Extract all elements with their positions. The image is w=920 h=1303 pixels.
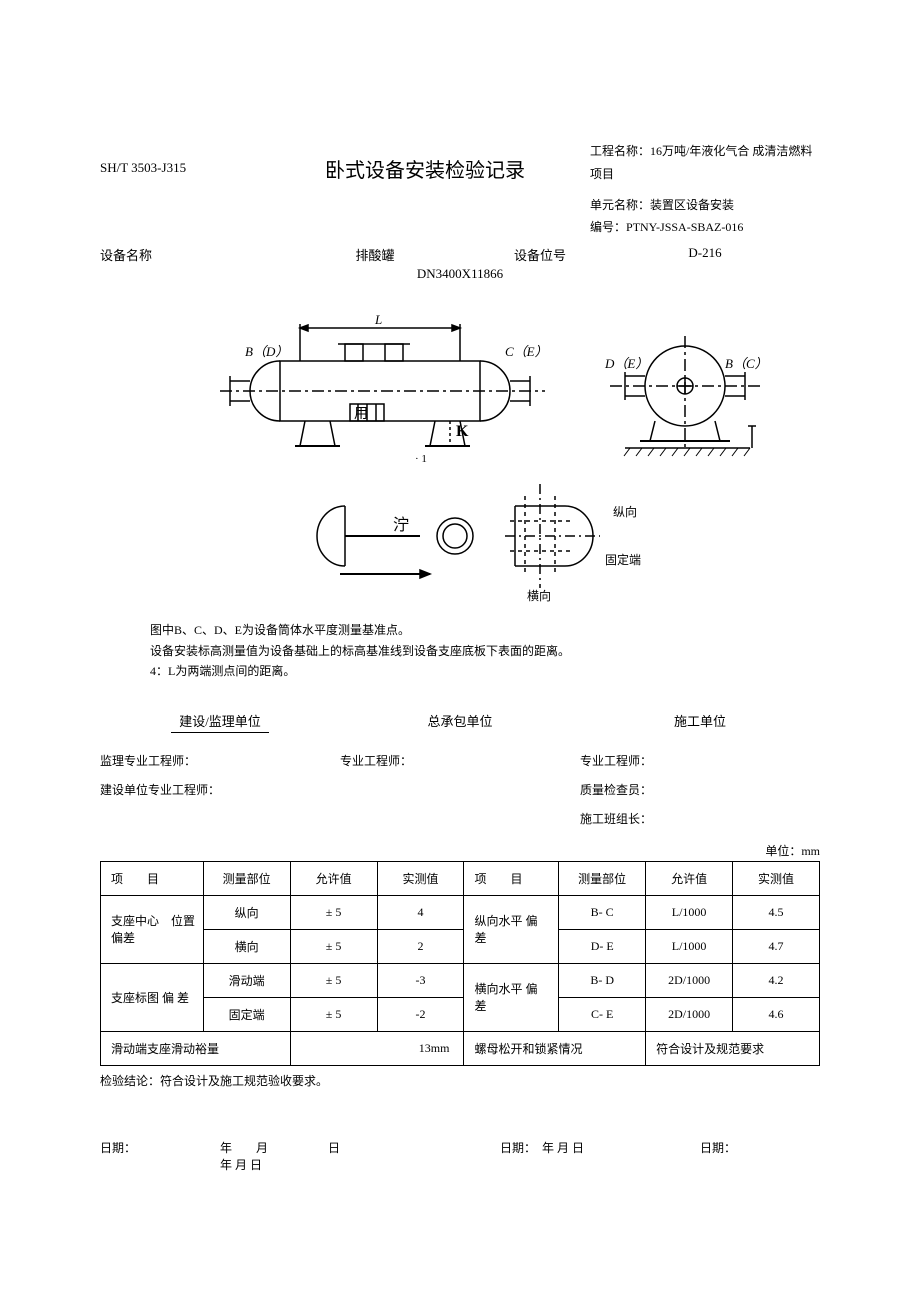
project-meta: 工程名称：16万吨/年液化气合 成清洁燃料项目 单元名称：装置区设备安装 编号：… bbox=[590, 140, 820, 239]
signature-rows: 监理专业工程师： 建设单位专业工程师： 专业工程师： 专业工程师： 质量检查员：… bbox=[100, 747, 820, 833]
diagram-notes: 图中B、C、D、E为设备筒体水平度测量基准点。 设备安装标高测量值为设备基础上的… bbox=[150, 620, 820, 681]
r2-v1: -3 bbox=[377, 963, 464, 997]
r5-val1: 13mm bbox=[290, 1031, 464, 1065]
th-item1: 项 目 bbox=[101, 861, 204, 895]
diagram-label-yong: 用 bbox=[354, 407, 368, 422]
r3-a1: L/1000 bbox=[646, 895, 733, 929]
r3-v1: 4.5 bbox=[733, 895, 820, 929]
date3-label: 日期： bbox=[700, 1139, 736, 1173]
vessel-side-diagram: B（D） C（E） L 用 K · 1 bbox=[150, 306, 770, 476]
sig-c1r1: 监理专业工程师： bbox=[100, 747, 340, 776]
th-allow1: 允许值 bbox=[290, 861, 377, 895]
svg-text:K: K bbox=[456, 423, 469, 440]
date3b-value: 年 月 日 bbox=[220, 1156, 500, 1173]
date1-label: 日期： bbox=[100, 1139, 220, 1173]
svg-text:· 1: · 1 bbox=[415, 453, 427, 465]
r2-p2: 固定端 bbox=[203, 997, 290, 1031]
sig-col2-title: 总承包单位 bbox=[340, 711, 580, 733]
th-actual1: 实测值 bbox=[377, 861, 464, 895]
r2-a2: ± 5 bbox=[290, 997, 377, 1031]
serial-no: PTNY-JSSA-SBAZ-016 bbox=[626, 220, 743, 234]
diagram-label-d2: D（E） bbox=[604, 356, 648, 371]
note-2: 设备安装标高测量值为设备基础上的标高基准线到设备支座底板下表面的距离。 bbox=[150, 641, 820, 661]
r1-p1: 纵向 bbox=[203, 895, 290, 929]
sig-c2r1: 专业工程师： bbox=[340, 747, 580, 776]
r2-p1: 滑动端 bbox=[203, 963, 290, 997]
unit-label: 单位：mm bbox=[100, 842, 820, 859]
r2-item: 支座标图 偏 差 bbox=[101, 963, 204, 1031]
sig-col3-title: 施工单位 bbox=[580, 711, 820, 733]
r4-p2: C- E bbox=[559, 997, 646, 1031]
vessel-plan-diagram: 泞 纵向 固定端 横向 bbox=[245, 476, 675, 606]
diagram-label-zong: 纵向 bbox=[613, 504, 637, 519]
page-title: 卧式设备安装检验记录 bbox=[260, 140, 590, 183]
equip-tag-label: 设备位号 bbox=[490, 245, 590, 264]
r4-v1: 4.2 bbox=[733, 963, 820, 997]
diagram-label-ning: 泞 bbox=[393, 516, 409, 534]
signature-header: 建设/监理单位 总承包单位 施工单位 bbox=[100, 711, 820, 733]
r1-v2: 2 bbox=[377, 929, 464, 963]
equip-name-label: 设备名称 bbox=[100, 245, 260, 264]
r1-v1: 4 bbox=[377, 895, 464, 929]
r4-item: 横向水平 偏 差 bbox=[464, 963, 559, 1031]
diagram-label-b: B（D） bbox=[245, 344, 288, 359]
r5-label1: 滑动端支座滑动裕量 bbox=[101, 1031, 291, 1065]
r4-p1: B- D bbox=[559, 963, 646, 997]
diagram-label-gu: 固定端 bbox=[605, 552, 641, 567]
r4-a2: 2D/1000 bbox=[646, 997, 733, 1031]
r1-a1: ± 5 bbox=[290, 895, 377, 929]
equip-name-value: 排酸罐 bbox=[260, 245, 490, 264]
serial-label: 编号： bbox=[590, 220, 626, 234]
th-part2: 测量部位 bbox=[559, 861, 646, 895]
sig-c3r2: 质量检查员： bbox=[580, 776, 820, 805]
th-part1: 测量部位 bbox=[203, 861, 290, 895]
date-row: 日期： 年 月 日 年 月 日 日期： 年 月 日 日期： bbox=[100, 1139, 820, 1173]
conclusion: 检验结论：符合设计及施工规范验收要求。 bbox=[100, 1072, 820, 1089]
equip-spec: DN3400X11866 bbox=[100, 266, 820, 282]
sig-c1r2: 建设单位专业工程师： bbox=[100, 776, 340, 805]
r1-a2: ± 5 bbox=[290, 929, 377, 963]
unit-name: 装置区设备安装 bbox=[650, 198, 734, 212]
measurement-table: 项 目 测量部位 允许值 实测值 项 目 测量部位 允许值 实测值 支座中心 位… bbox=[100, 861, 820, 1066]
r4-v2: 4.6 bbox=[733, 997, 820, 1031]
r3-v2: 4.7 bbox=[733, 929, 820, 963]
diagram-area: B（D） C（E） L 用 K · 1 bbox=[100, 306, 820, 606]
diagram-label-c: C（E） bbox=[505, 344, 548, 359]
r1-item: 支座中心 位置偏差 bbox=[101, 895, 204, 963]
note-1: 图中B、C、D、E为设备筒体水平度测量基准点。 bbox=[150, 620, 820, 640]
r2-a1: ± 5 bbox=[290, 963, 377, 997]
diagram-label-l: L bbox=[374, 312, 382, 327]
sig-col1-title: 建设/监理单位 bbox=[171, 711, 269, 733]
equipment-info: 设备名称 排酸罐 设备位号 D-216 bbox=[100, 245, 820, 264]
r3-item: 纵向水平 偏 差 bbox=[464, 895, 559, 963]
r3-p1: B- C bbox=[559, 895, 646, 929]
date1-value: 年 月 日 bbox=[220, 1139, 500, 1156]
sig-c3r1: 专业工程师： bbox=[580, 747, 820, 776]
r5-val2: 符合设计及规范要求 bbox=[646, 1031, 820, 1065]
date2: 日期： 年 月 日 bbox=[500, 1139, 700, 1173]
doc-code: SH/T 3503-J315 bbox=[100, 140, 260, 176]
r3-p2: D- E bbox=[559, 929, 646, 963]
project-label: 工程名称： bbox=[590, 144, 650, 158]
r4-a1: 2D/1000 bbox=[646, 963, 733, 997]
note-3: 4：L为两端测点间的距离。 bbox=[150, 661, 820, 681]
th-allow2: 允许值 bbox=[646, 861, 733, 895]
r2-v2: -2 bbox=[377, 997, 464, 1031]
diagram-label-b2: B（C） bbox=[725, 356, 768, 371]
diagram-label-heng: 横向 bbox=[527, 588, 551, 603]
r3-a2: L/1000 bbox=[646, 929, 733, 963]
equip-tag-value: D-216 bbox=[590, 245, 820, 264]
th-actual2: 实测值 bbox=[733, 861, 820, 895]
sig-c3r3: 施工班组长： bbox=[580, 805, 820, 834]
r1-p2: 横向 bbox=[203, 929, 290, 963]
unit-label: 单元名称： bbox=[590, 198, 650, 212]
r5-label2: 螺母松开和锁紧情况 bbox=[464, 1031, 646, 1065]
header: SH/T 3503-J315 卧式设备安装检验记录 工程名称：16万吨/年液化气… bbox=[100, 140, 820, 239]
th-item2: 项 目 bbox=[464, 861, 559, 895]
